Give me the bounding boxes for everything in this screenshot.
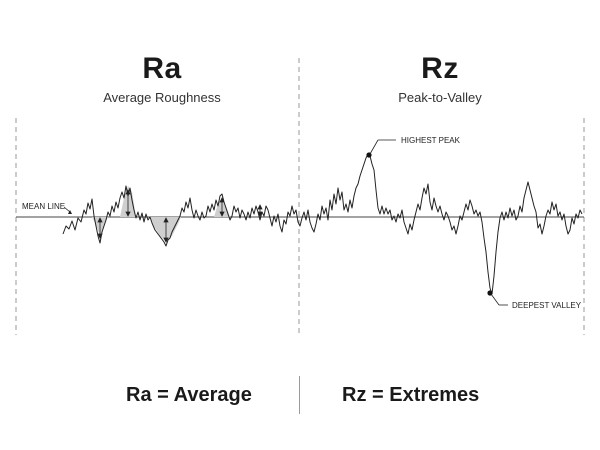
summary-divider [299,376,300,414]
ra-shaded-areas [92,186,230,242]
deviation-arrow-peak-1 [125,189,131,217]
rz-subtitle: Peak-to-Valley [398,90,482,105]
ra-title: Ra [142,52,182,85]
deviation-arrow-peak-2 [219,197,225,217]
ra-deviation-arrows [97,189,263,243]
ra-summary: Ra = Average [126,384,252,406]
deepest-valley-label: DEEPEST VALLEY [512,301,582,310]
mean-line-label: MEAN LINE [22,202,65,211]
mean-line-leader-arrowhead [68,210,72,214]
deviation-arrow-valley-2 [163,217,169,243]
shaded-valley-2 [150,217,181,242]
deepest-valley-leader [490,293,500,306]
highest-peak-label: HIGHEST PEAK [401,136,461,145]
deviation-arrow-valley-1 [97,217,103,239]
rz-title: Rz [421,52,459,85]
deviation-arrow-small-1 [257,204,263,217]
surface-profile-line [62,153,583,295]
ra-subtitle: Average Roughness [103,90,221,105]
mean-line-leader [63,206,71,213]
highest-peak-leader [369,139,379,155]
rz-summary: Rz = Extremes [342,384,480,406]
